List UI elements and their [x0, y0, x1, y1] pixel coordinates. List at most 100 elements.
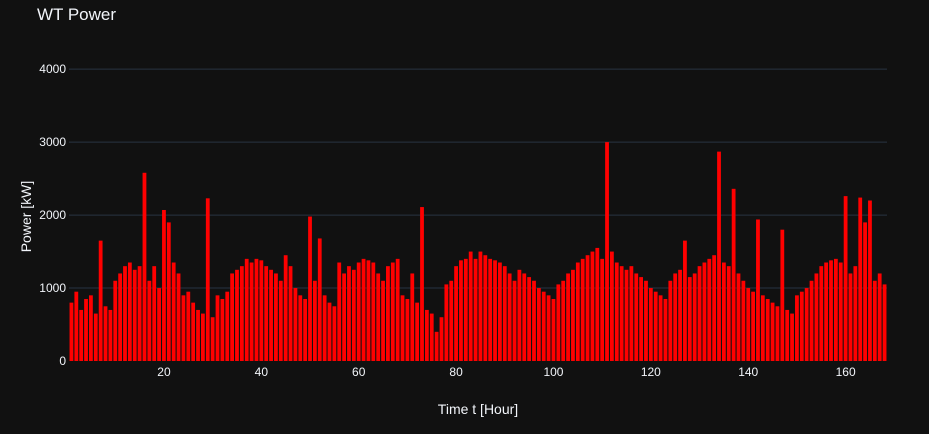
bar [653, 291, 658, 361]
bar [132, 269, 137, 361]
bar [751, 291, 756, 361]
bar [502, 266, 507, 361]
bar [337, 262, 342, 361]
bar [303, 298, 308, 361]
chart-title: WT Power [37, 5, 117, 24]
bar [254, 258, 259, 361]
bar [678, 269, 682, 361]
bar [420, 207, 424, 361]
bar [843, 196, 848, 361]
bar [590, 251, 595, 361]
bar [191, 302, 196, 361]
bar [629, 266, 634, 361]
bar [536, 288, 541, 361]
bar [342, 273, 347, 361]
bar [614, 262, 619, 361]
bar [196, 309, 200, 361]
bar [390, 262, 395, 361]
bar [692, 273, 697, 361]
bar [434, 331, 439, 361]
bar [507, 273, 512, 361]
bar [327, 302, 332, 361]
y-tick-label: 1000 [39, 281, 66, 295]
bar [687, 277, 692, 361]
bar [166, 222, 171, 361]
bar [532, 280, 536, 361]
bar [123, 266, 127, 361]
x-tick-label: 140 [738, 365, 758, 379]
bar [541, 291, 546, 361]
bar [171, 262, 176, 361]
bar [712, 255, 717, 361]
y-tick-label: 3000 [39, 135, 66, 149]
bar [181, 295, 186, 361]
bar [765, 298, 770, 361]
bar [644, 280, 648, 361]
bar [868, 200, 872, 361]
bar [785, 309, 790, 361]
bar [877, 273, 882, 361]
bar [317, 238, 322, 361]
bar [278, 280, 283, 361]
bar [863, 222, 867, 361]
bar [580, 258, 585, 361]
bar [760, 295, 765, 361]
bar [639, 277, 644, 361]
bar [230, 273, 235, 361]
bar [658, 295, 663, 361]
bar [600, 258, 605, 361]
bar [780, 229, 785, 361]
bar [697, 266, 702, 361]
y-tick-label: 2000 [39, 208, 66, 222]
bar [400, 295, 405, 361]
bar [770, 302, 775, 361]
bar [269, 269, 273, 361]
bar [235, 269, 239, 361]
bar [127, 262, 132, 361]
y-axis-title: Power [kW] [18, 181, 34, 253]
bar [312, 280, 317, 361]
bar [98, 240, 103, 361]
bar [308, 216, 312, 361]
bar [356, 262, 361, 361]
bar [152, 266, 157, 361]
bar [551, 298, 556, 361]
bar [162, 209, 166, 361]
bar [721, 262, 726, 361]
bar [790, 313, 794, 361]
bar [882, 284, 887, 361]
bar [668, 280, 673, 361]
bar [298, 295, 303, 361]
bar [293, 288, 298, 361]
bar [205, 198, 210, 361]
bar [137, 266, 142, 361]
bar [741, 280, 746, 361]
bar [488, 258, 493, 361]
x-tick-label: 20 [157, 365, 171, 379]
bar [746, 288, 751, 361]
bar [274, 273, 278, 361]
bar [322, 295, 327, 361]
bar [585, 255, 590, 361]
bar [512, 280, 517, 361]
bar [84, 298, 88, 361]
bar [381, 280, 385, 361]
x-tick-label: 100 [543, 365, 563, 379]
bar [726, 266, 731, 361]
bar [799, 291, 804, 361]
bar [444, 284, 449, 361]
bar [439, 317, 444, 361]
bar [546, 295, 551, 361]
bar [395, 258, 400, 361]
bar [459, 260, 463, 361]
bar [415, 302, 420, 361]
x-tick-label: 60 [352, 365, 366, 379]
bar [624, 269, 629, 361]
bar [527, 277, 532, 361]
bar [361, 258, 366, 361]
bar [332, 306, 337, 361]
bar [371, 262, 376, 361]
bar [575, 262, 580, 361]
bar [118, 273, 123, 361]
